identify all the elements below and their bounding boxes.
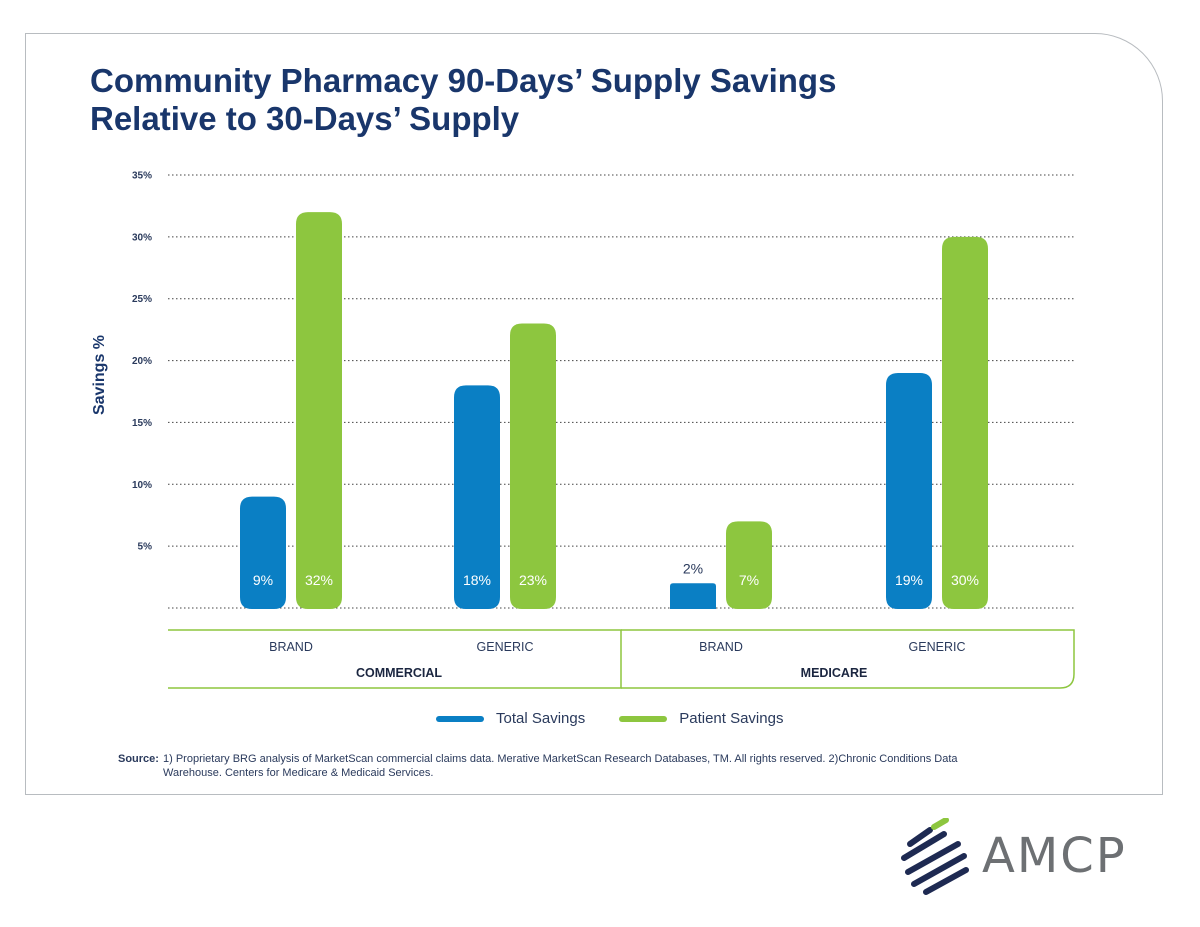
legend-swatch-total — [436, 715, 484, 722]
legend-label-patient: Patient Savings — [679, 710, 784, 727]
title-line-2: Relative to 30-Days’ Supply — [90, 100, 520, 137]
source-text: 1) Proprietary BRG analysis of MarketSca… — [163, 753, 958, 779]
group-bracket-medicare — [621, 629, 1075, 689]
y-tick-label: 15% — [132, 418, 152, 429]
bar-total — [240, 496, 286, 609]
group-label: MEDICARE — [801, 666, 868, 680]
legend-item-total: Total Savings — [436, 710, 585, 727]
source-label: Source: — [118, 753, 159, 765]
group-label: COMMERCIAL — [356, 666, 442, 680]
x-tick-label: BRAND — [699, 640, 743, 654]
data-label: 2% — [683, 560, 703, 576]
amcp-logo-text: AMCP — [982, 828, 1127, 884]
x-tick-label: GENERIC — [477, 640, 534, 654]
x-tick-label: GENERIC — [909, 640, 966, 654]
amcp-logo: AMCP — [900, 817, 1160, 898]
legend: Total Savings Patient Savings — [436, 710, 783, 727]
data-label: 30% — [951, 572, 979, 588]
group-bracket-commercial — [168, 629, 622, 689]
chart-title: Community Pharmacy 90-Days’ Supply Savin… — [90, 62, 836, 138]
bar-total — [670, 583, 716, 609]
amcp-logo-mark-icon — [901, 817, 969, 895]
bar-patient — [296, 212, 342, 609]
bar-total — [886, 372, 932, 609]
legend-label-total: Total Savings — [496, 710, 586, 727]
title-line-1: Community Pharmacy 90-Days’ Supply Savin… — [90, 62, 837, 99]
data-label: 9% — [253, 572, 273, 588]
y-tick-label: 5% — [138, 542, 153, 553]
x-tick-label: BRAND — [269, 640, 313, 654]
bar-patient — [726, 521, 772, 609]
y-tick-label: 25% — [132, 294, 152, 305]
bar-patient — [942, 236, 988, 609]
legend-swatch-patient — [619, 715, 668, 722]
y-tick-label: 10% — [132, 480, 152, 491]
data-label: 32% — [305, 572, 333, 588]
bar-total — [454, 385, 500, 609]
data-label: 18% — [463, 572, 491, 588]
data-label: 23% — [519, 572, 547, 588]
data-label: 19% — [895, 572, 923, 588]
y-tick-label: 20% — [132, 356, 152, 367]
y-axis-label: Savings % — [91, 335, 108, 415]
y-tick-label: 35% — [132, 171, 152, 182]
legend-item-patient: Patient Savings — [619, 710, 783, 727]
bar-patient — [510, 323, 556, 609]
y-tick-label: 30% — [132, 232, 152, 243]
data-label: 7% — [739, 572, 759, 588]
